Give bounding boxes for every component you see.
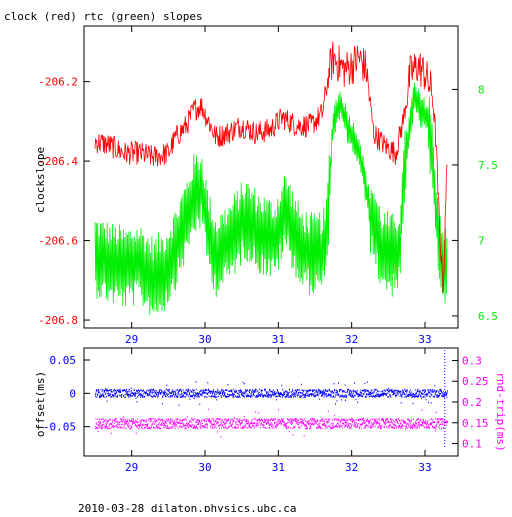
offset-y-tick-label: -0.05 bbox=[43, 421, 76, 434]
offset-x-tick-label: 29 bbox=[125, 461, 138, 474]
offset-x-tick-label: 32 bbox=[345, 461, 358, 474]
slope-x-tick-label: 31 bbox=[272, 333, 285, 346]
offset-y-tick-label: 0.05 bbox=[50, 354, 77, 367]
chart-title: clock (red) rtc (green) slopes bbox=[4, 10, 203, 23]
footer-caption: 2010-03-28 dilaton.physics.ubc.ca bbox=[78, 502, 297, 512]
slope-y-tick-label: -206.2 bbox=[38, 76, 78, 89]
offset-y-axis-label: offset(ms) bbox=[34, 371, 47, 437]
roundtrip-y-tick-label: 0.25 bbox=[462, 375, 489, 388]
roundtrip-y-tick-label: 0.1 bbox=[462, 438, 482, 451]
roundtrip-y-axis-label: rnd-trip(ms) bbox=[494, 372, 507, 451]
offset-y-tick-label: 0 bbox=[69, 387, 76, 400]
slope-series-group bbox=[94, 41, 448, 316]
rtc-slope-series bbox=[94, 82, 448, 316]
slope-y2-tick-label: 7.5 bbox=[478, 159, 498, 172]
clock-slope-series bbox=[94, 41, 448, 294]
slope-y2-tick-label: 8 bbox=[478, 83, 485, 96]
slope-y-tick-label: -206.4 bbox=[38, 155, 78, 168]
roundtrip-series bbox=[95, 408, 448, 438]
roundtrip-y-tick-label: 0.15 bbox=[462, 417, 489, 430]
slope-panel: clockslope bbox=[34, 25, 459, 329]
roundtrip-y-tick-label: 0.2 bbox=[462, 396, 482, 409]
slope-x-tick-label: 30 bbox=[198, 333, 211, 346]
slope-ylabel-group: clockslope bbox=[34, 147, 47, 213]
offset-x-tick-label: 31 bbox=[272, 461, 285, 474]
roundtrip-y-tick-label: 0.3 bbox=[462, 354, 482, 367]
offset-x-tick-label: 33 bbox=[418, 461, 431, 474]
slope-x-tick-label: 29 bbox=[125, 333, 138, 346]
offset-panel: offset(ms) rnd-trip(ms) bbox=[34, 347, 507, 457]
offset-x-tick-label: 30 bbox=[198, 461, 211, 474]
slope-y-tick-label: -206.8 bbox=[38, 314, 78, 327]
slope-plot-frame bbox=[83, 25, 459, 329]
offset-series bbox=[95, 381, 448, 406]
slope-x-tick-label: 32 bbox=[345, 333, 358, 346]
offset-plot-frame bbox=[83, 347, 459, 457]
slope-x-tick-label: 33 bbox=[418, 333, 431, 346]
slope-y2-tick-label: 6.5 bbox=[478, 310, 498, 323]
slope-y2-tick-label: 7 bbox=[478, 234, 485, 247]
slope-y-axis-label: clockslope bbox=[34, 147, 47, 213]
slope-y-tick-label: -206.6 bbox=[38, 235, 78, 248]
